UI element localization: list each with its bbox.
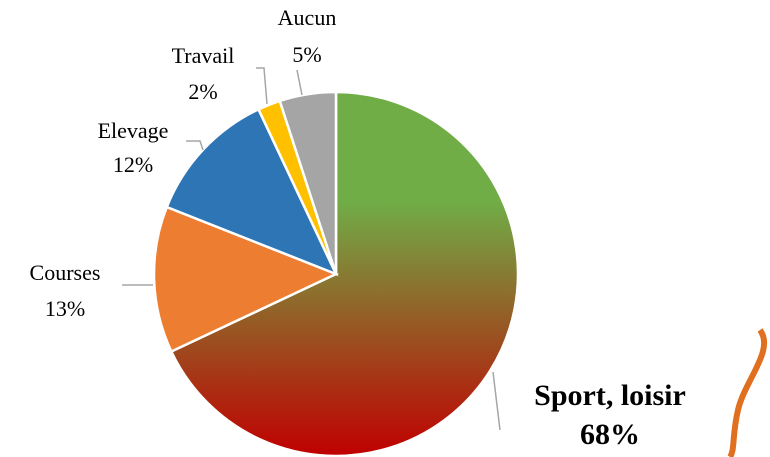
slice-value-label: 2%	[188, 79, 217, 104]
slice-label: Sport, loisir	[534, 379, 686, 412]
leader-line	[492, 371, 501, 431]
slice	[169, 90, 520, 457]
slice-label: Aucun	[278, 5, 337, 30]
slice-value-label: 5%	[292, 42, 321, 67]
slice-label: Courses	[30, 260, 101, 285]
leader-line	[186, 140, 204, 151]
slice-label: Elevage	[98, 118, 169, 143]
slice-value-label: 68%	[580, 418, 640, 451]
slice	[278, 90, 338, 275]
slice	[152, 205, 340, 354]
slice-label: Travail	[172, 43, 235, 68]
leader-line	[296, 69, 303, 96]
slice-value-label: 13%	[45, 296, 85, 321]
leader-line	[256, 67, 268, 105]
decoration	[727, 328, 768, 457]
slice-value-label: 12%	[113, 152, 153, 177]
